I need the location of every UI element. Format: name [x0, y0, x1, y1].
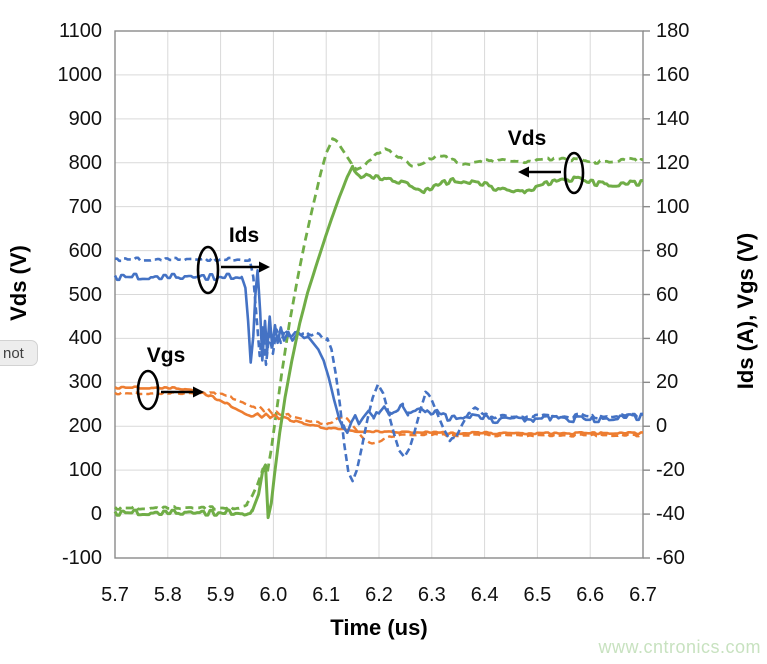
- x-axis-tick-label: 6.0: [259, 584, 288, 606]
- right-axis-tick-label: 60: [656, 283, 679, 306]
- left-axis-tick-label: 600: [68, 239, 102, 262]
- right-axis-tick-label: 0: [656, 415, 668, 438]
- annotation-arrowhead-ids: [259, 261, 270, 273]
- left-axis-tick-label: 500: [68, 283, 102, 306]
- left-axis-tick-label: -100: [61, 547, 102, 569]
- right-axis-tick-label: -60: [656, 547, 685, 569]
- left-axis-tick-label: 1000: [57, 63, 103, 86]
- x-axis-tick-label: 6.3: [417, 584, 446, 606]
- left-axis-tick-label: 400: [68, 327, 102, 350]
- right-axis-tick-label: -40: [656, 503, 685, 526]
- left-axis-tick-label: 0: [90, 503, 102, 526]
- x-axis-tick-label: 6.6: [576, 584, 605, 606]
- x-axis-tick-label: 6.7: [629, 584, 657, 606]
- right-axis-tick-label: 160: [656, 63, 690, 86]
- watermark: www.cntronics.com: [598, 637, 761, 657]
- right-axis-tick-label: 20: [656, 371, 679, 394]
- x-axis-tick-label: 5.7: [101, 584, 129, 606]
- series-ids-solid: [113, 269, 643, 435]
- annotation-label-vds: Vds: [508, 127, 547, 150]
- right-axis-tick-label: 80: [656, 239, 679, 262]
- right-axis-tick-label: 180: [656, 20, 690, 42]
- left-axis-tick-label: 300: [68, 371, 102, 394]
- right-axis-tick-label: 120: [656, 151, 690, 174]
- x-axis-tick-label: 6.5: [523, 584, 552, 606]
- annotation-arrowhead-vds: [518, 166, 529, 178]
- annotation-ellipse-vgs: [136, 369, 160, 411]
- right-axis-tick-label: 100: [656, 195, 690, 218]
- left-axis-tick-label: 200: [68, 415, 102, 438]
- x-axis-tick-label: 5.9: [206, 584, 235, 606]
- right-axis-tick-label: 40: [656, 327, 679, 350]
- x-axis-tick-label: 6.4: [470, 584, 499, 606]
- left-axis-tick-label: 100: [68, 459, 102, 482]
- annotation-arrowhead-vgs: [193, 386, 204, 398]
- annotation-ellipse-ids: [196, 245, 220, 295]
- x-axis-title: Time (us): [330, 615, 428, 640]
- x-axis-tick-label: 5.8: [153, 584, 182, 606]
- right-axis-tick-label: 140: [656, 107, 690, 130]
- left-axis-tick-label: 900: [68, 107, 102, 130]
- left-axis-title: Vds (V): [6, 245, 31, 321]
- x-axis-tick-label: 6.2: [365, 584, 393, 606]
- annotation-ellipse-vds: [563, 151, 585, 195]
- left-axis-tick-label: 1100: [58, 20, 102, 42]
- right-axis-title: Ids (A), Vgs (V): [733, 232, 758, 390]
- clipped-tooltip: not: [0, 340, 38, 366]
- left-axis-tick-label: 800: [68, 151, 102, 174]
- x-axis-tick-label: 6.1: [312, 584, 341, 606]
- right-axis-tick-label: -20: [656, 459, 685, 482]
- annotation-label-ids: Ids: [229, 224, 259, 247]
- series-vds-solid: [113, 164, 644, 520]
- left-axis-tick-label: 700: [68, 195, 102, 218]
- annotation-label-vgs: Vgs: [147, 344, 186, 367]
